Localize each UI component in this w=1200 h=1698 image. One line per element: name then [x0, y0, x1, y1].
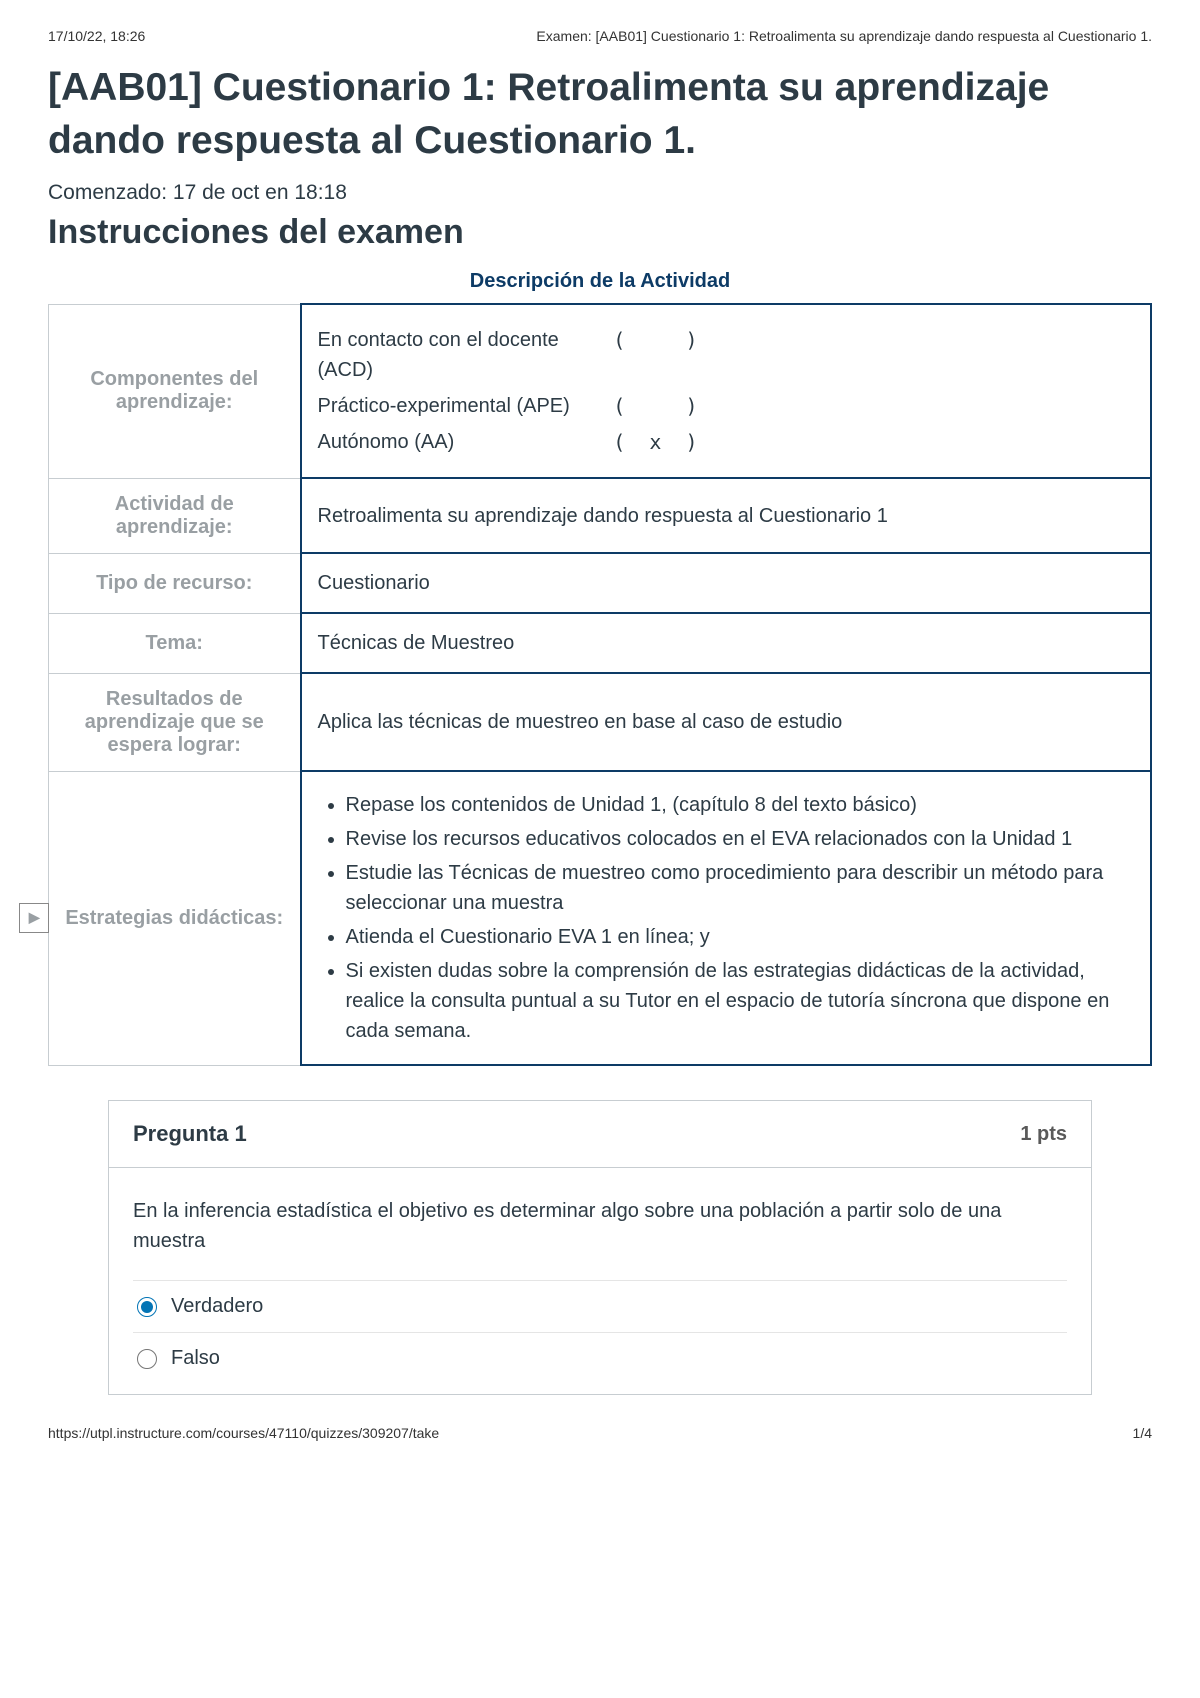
componentes-label: Componentes del aprendizaje:	[49, 304, 301, 478]
print-doc-title: Examen: [AAB01] Cuestionario 1: Retroali…	[536, 28, 1152, 44]
estrategias-label-cell: ▶ Estrategias didácticas:	[49, 771, 301, 1065]
comp-name-1: Práctico-experimental (APE)	[318, 391, 570, 421]
actividad-label: Actividad de aprendizaje:	[49, 478, 301, 553]
estrategias-cell: Repase los contenidos de Unidad 1, (capí…	[301, 771, 1152, 1065]
comp-name-0: En contacto con el docente (ACD)	[318, 325, 614, 385]
answer-option[interactable]: Verdadero	[133, 1280, 1067, 1332]
strategy-item: Repase los contenidos de Unidad 1, (capí…	[346, 790, 1135, 820]
strategy-item: Revise los recursos educativos colocados…	[346, 824, 1135, 854]
resultados-value: Aplica las técnicas de muestreo en base …	[301, 673, 1152, 771]
answer-label-1: Falso	[171, 1347, 220, 1370]
print-page: 1/4	[1133, 1425, 1152, 1441]
question-points: 1 pts	[1020, 1123, 1067, 1146]
answer-radio-false[interactable]	[137, 1349, 157, 1369]
question-title: Pregunta 1	[133, 1121, 247, 1147]
answer-radio-true[interactable]	[137, 1297, 157, 1317]
tipo-value: Cuestionario	[301, 553, 1152, 613]
strategy-item: Estudie las Técnicas de muestreo como pr…	[346, 858, 1135, 918]
question-box: Pregunta 1 1 pts En la inferencia estadí…	[108, 1100, 1092, 1395]
print-datetime: 17/10/22, 18:26	[48, 28, 145, 44]
question-text: En la inferencia estadística el objetivo…	[133, 1196, 1067, 1256]
activity-table: Descripción de la Actividad Componentes …	[48, 262, 1152, 1066]
play-icon[interactable]: ▶	[19, 903, 49, 933]
componentes-cell: En contacto con el docente (ACD) ( ) Prá…	[301, 304, 1152, 478]
answer-label-0: Verdadero	[171, 1295, 263, 1318]
estrategias-label: Estrategias didácticas:	[65, 907, 283, 929]
comp-mark-2: ( x )	[613, 427, 697, 457]
answer-option[interactable]: Falso	[133, 1332, 1067, 1384]
print-url: https://utpl.instructure.com/courses/471…	[48, 1425, 439, 1441]
started-at: Comenzado: 17 de oct en 18:18	[48, 181, 1152, 205]
strategy-item: Atienda el Cuestionario EVA 1 en línea; …	[346, 922, 1135, 952]
comp-name-2: Autónomo (AA)	[318, 427, 455, 457]
tipo-label: Tipo de recurso:	[49, 553, 301, 613]
instructions-heading: Instrucciones del examen	[48, 213, 1152, 252]
comp-mark-0: ( )	[613, 325, 697, 385]
tema-value: Técnicas de Muestreo	[301, 613, 1152, 673]
strategy-item: Si existen dudas sobre la comprensión de…	[346, 956, 1135, 1046]
tema-label: Tema:	[49, 613, 301, 673]
page-title: [AAB01] Cuestionario 1: Retroalimenta su…	[48, 62, 1152, 167]
resultados-label: Resultados de aprendizaje que se espera …	[49, 673, 301, 771]
activity-caption: Descripción de la Actividad	[48, 262, 1152, 303]
comp-mark-1: ( )	[613, 391, 697, 421]
actividad-value: Retroalimenta su aprendizaje dando respu…	[301, 478, 1152, 553]
